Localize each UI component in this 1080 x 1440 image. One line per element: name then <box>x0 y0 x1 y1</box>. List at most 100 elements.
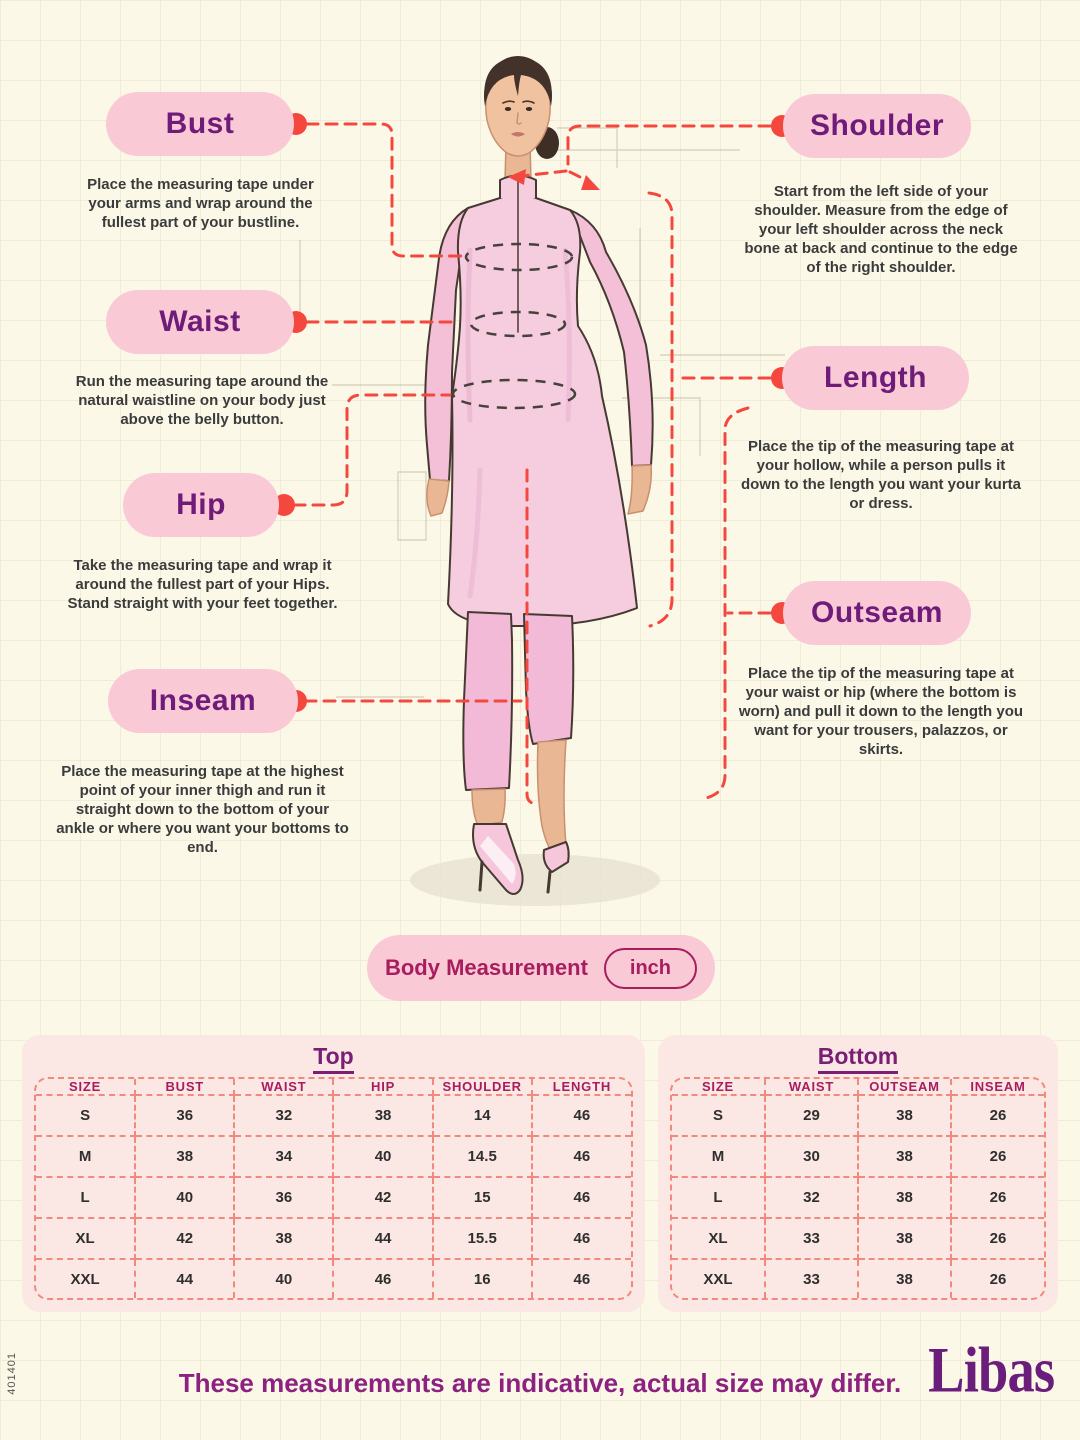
table-row: S 29 38 26 <box>672 1095 1044 1138</box>
table-cell: 38 <box>858 1218 952 1261</box>
table-cell: L <box>36 1177 137 1220</box>
bottom-size-table: SIZE WAIST OUTSEAM INSEAM S 29 38 26 M 30 38 26 L 32 3… <box>672 1079 1044 1298</box>
waist-guide-ellipse <box>469 310 567 338</box>
top-size-table: SIZE BUST WAIST HIP SHOULDER LENGTH S 36 32 38 14 4… <box>36 1079 631 1298</box>
inseam-guide-line <box>525 468 540 806</box>
body-measure-guides <box>451 242 577 410</box>
mandarin-collar <box>499 174 537 199</box>
front-shoe <box>472 823 524 895</box>
table-cell: 29 <box>765 1095 859 1138</box>
waist-label: Waist <box>159 305 241 338</box>
bottom-table-title: Bottom <box>658 1043 1058 1074</box>
table-cell: 32 <box>765 1177 859 1220</box>
table-cell: 38 <box>858 1259 952 1298</box>
table-row: M 38 34 40 14.5 46 <box>36 1136 631 1179</box>
table-cell: 38 <box>858 1095 952 1138</box>
table-cell: XXL <box>36 1259 137 1298</box>
waist-label-pill: Waist <box>106 290 294 354</box>
table-cell: 40 <box>135 1177 236 1220</box>
table-cell: 38 <box>333 1095 434 1138</box>
inseam-description: Place the measuring tape at the highest … <box>56 763 349 856</box>
floor-shadow <box>410 854 660 906</box>
hair-bun <box>535 127 559 159</box>
table-cell: S <box>672 1095 766 1138</box>
table-cell: 46 <box>531 1095 631 1138</box>
shoulder-label: Shoulder <box>809 109 944 142</box>
table-header-cell: SHOULDER <box>432 1079 533 1096</box>
side-code: 401401 <box>6 1352 18 1395</box>
table-cell: 38 <box>858 1177 952 1220</box>
table-cell: 46 <box>573 1270 591 1288</box>
table-cell: 33 <box>765 1218 859 1261</box>
table-cell: 32 <box>234 1095 335 1138</box>
body-measurement-label: Body Measurement <box>384 955 588 980</box>
bust-guide-ellipse <box>464 242 574 272</box>
table-cell: S <box>36 1095 137 1138</box>
top-table-title-text: Top <box>313 1043 354 1074</box>
table-row: L 40 36 42 15 46 <box>36 1177 631 1220</box>
table-row: L 32 38 26 <box>672 1177 1044 1220</box>
table-cell: 26 <box>951 1095 1044 1138</box>
bottom-table-frame: SIZE WAIST OUTSEAM INSEAM S 29 38 26 M 30 38 26 L 32 3… <box>670 1077 1046 1300</box>
back-shoe <box>542 841 570 873</box>
unit-toggle-inch[interactable]: inch <box>603 947 698 989</box>
table-cell: 46 <box>531 1136 631 1179</box>
length-description: Place the tip of the measuring tape at y… <box>741 438 1021 512</box>
table-cell: 26 <box>951 1177 1044 1220</box>
table-cell: 30 <box>765 1136 859 1179</box>
table-cell: 40 <box>234 1259 335 1298</box>
left-ankle <box>471 788 506 827</box>
top-size-panel: Top SIZE BUST WAIST HIP SHOULDER LENGTH S 36 32 3… <box>22 1035 645 1312</box>
table-cell: 34 <box>234 1136 335 1179</box>
table-cell: 44 <box>135 1259 236 1298</box>
outseam-label: Outseam <box>811 596 943 629</box>
table-cell: 16 <box>432 1259 533 1298</box>
hip-description: Take the measuring tape and wrap it arou… <box>67 557 338 612</box>
table-cell: 26 <box>951 1136 1044 1179</box>
table-cell: 46 <box>333 1259 434 1298</box>
table-header-cell: SIZE <box>672 1079 766 1096</box>
table-row: XL 42 38 44 15.5 46 <box>36 1218 631 1261</box>
left-sleeve <box>424 207 469 482</box>
table-row: S 36 32 38 14 46 <box>36 1095 631 1138</box>
table-cell: XL <box>672 1218 766 1261</box>
table-row: M 30 38 26 <box>672 1136 1044 1179</box>
table-cell: 44 <box>333 1218 434 1261</box>
table-cell: M <box>672 1136 766 1179</box>
bust-connector <box>305 122 466 258</box>
outseam-description: Place the tip of the measuring tape at y… <box>738 665 1024 758</box>
top-table-frame: SIZE BUST WAIST HIP SHOULDER LENGTH S 36 32 38 14 4… <box>34 1077 633 1300</box>
bust-label: Bust <box>165 107 235 140</box>
hip-guide-ellipse <box>451 378 577 410</box>
shoulder-connector <box>566 124 772 166</box>
neck <box>504 141 532 187</box>
table-cell: 36 <box>135 1095 236 1138</box>
table-row: XL 33 38 26 <box>672 1218 1044 1261</box>
face <box>485 73 551 157</box>
table-header-row: SIZE BUST WAIST HIP SHOULDER LENGTH <box>36 1079 631 1096</box>
table-cell: 40 <box>333 1136 434 1179</box>
top-table-title: Top <box>22 1043 645 1074</box>
left-trouser-leg <box>462 611 514 791</box>
waist-description: Run the measuring tape around the natura… <box>75 373 329 428</box>
right-hand <box>627 464 653 515</box>
fashion-figure-illustration <box>424 56 654 895</box>
connector-dots <box>273 113 793 712</box>
table-header-cell: WAIST <box>765 1079 859 1096</box>
table-cell: 36 <box>234 1177 335 1220</box>
table-header-cell: LENGTH <box>531 1079 631 1096</box>
inseam-label-pill: Inseam <box>108 669 298 733</box>
table-header-cell: WAIST <box>234 1079 335 1096</box>
table-cell: 14 <box>432 1095 533 1138</box>
hip-label-pill: Hip <box>123 473 279 537</box>
table-cell: XL <box>36 1218 137 1261</box>
length-bracket <box>647 191 674 628</box>
hair-back <box>484 56 552 136</box>
bottom-size-panel: Bottom SIZE WAIST OUTSEAM INSEAM S 29 38 26 M 30 3… <box>658 1035 1058 1312</box>
table-cell: 38 <box>135 1136 236 1179</box>
table-row: XXL 33 38 26 <box>672 1259 1044 1298</box>
connector-arrowheads <box>508 169 600 190</box>
outseam-label-pill: Outseam <box>783 581 971 645</box>
hip-label: Hip <box>176 488 226 521</box>
